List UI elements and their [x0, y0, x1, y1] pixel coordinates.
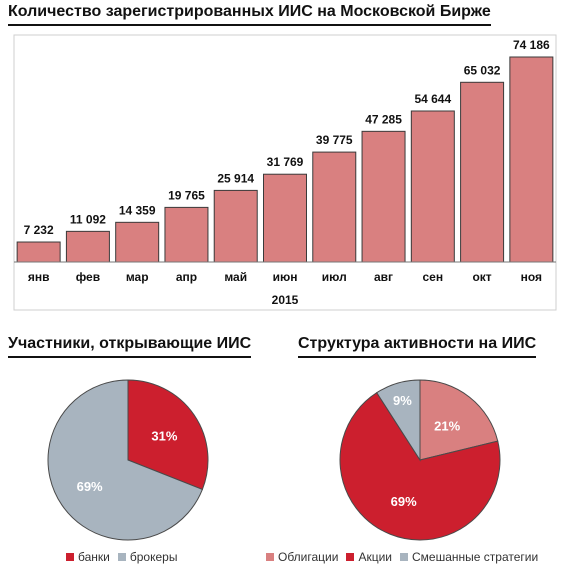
legend-swatch — [346, 553, 355, 561]
bar-value-label: 31 769 — [267, 155, 304, 169]
pie-activity-legend: Облигации Акции Смешанные стратегии — [266, 550, 546, 564]
bar-value-label: 11 092 — [70, 212, 106, 226]
pie-activity-slice — [419, 379, 499, 461]
pie-activity-legend-item: Облигации — [266, 550, 338, 564]
bar-value-label: 19 765 — [168, 188, 205, 202]
x-tick-label: июл — [322, 270, 347, 284]
bar-сен — [410, 110, 455, 263]
pie-participants-slice — [127, 379, 209, 491]
pie-participants-legend: банки брокеры — [66, 550, 185, 564]
pie-activity-slice-label: 69% — [391, 494, 417, 509]
legend-swatch — [117, 553, 126, 561]
legend-label: Облигации — [278, 550, 339, 564]
bar-value-label: 74 186 — [513, 38, 550, 52]
legend-label: Смешанные стратегии — [412, 550, 539, 564]
x-tick-label: фев — [76, 270, 100, 284]
pie-activity-slice-label: 21% — [434, 418, 460, 433]
bar-апр — [164, 206, 209, 263]
x-tick-label: июн — [273, 270, 298, 284]
x-tick-label: янв — [28, 270, 50, 284]
legend-swatch — [400, 553, 408, 561]
legend-label: брокеры — [129, 550, 178, 564]
legend-label: банки — [78, 550, 110, 564]
x-tick-label: ноя — [521, 270, 542, 284]
x-tick-label: мар — [126, 270, 149, 284]
bar-chart-title: Количество зарегистрированных ИИС на Мос… — [8, 3, 491, 26]
pie-activity-legend-item: Акции — [346, 550, 392, 564]
bar-авг — [361, 130, 406, 263]
bar-май — [213, 189, 258, 263]
legend-swatch — [266, 553, 274, 561]
bar-окт — [460, 81, 505, 263]
pie-activity-slice — [339, 392, 501, 541]
pie-participants-legend-item: банки — [66, 550, 110, 564]
x-tick-label: апр — [176, 270, 197, 284]
pie-participants-slice — [47, 379, 204, 541]
bar-value-label: 7 232 — [24, 223, 54, 237]
bar-value-label: 65 032 — [464, 63, 501, 77]
x-tick-label: сен — [423, 270, 444, 284]
legend-swatch — [66, 553, 74, 561]
pie-activity-slice — [376, 379, 421, 462]
x-axis-label: 2015 — [272, 293, 299, 307]
bar-мар — [115, 221, 160, 263]
bar-июл — [312, 151, 357, 263]
bar-июн — [263, 173, 307, 263]
pie-participants-slice-label: 31% — [151, 428, 177, 443]
pie-participants-slice-label: 69% — [77, 479, 103, 494]
bar-янв — [16, 241, 61, 263]
bar-value-label: 14 359 — [119, 203, 156, 217]
bar-value-label: 54 644 — [414, 92, 451, 106]
pie-activity-title: Структура активности на ИИС — [298, 335, 537, 358]
legend-label: Акции — [358, 550, 392, 564]
bar-value-label: 39 775 — [316, 133, 353, 147]
bar-value-label: 47 285 — [365, 112, 402, 126]
pie-participants-legend-item: брокеры — [117, 550, 178, 564]
bar-фев — [65, 230, 110, 263]
pie-activity-legend-item: Смешанные стратегии — [400, 550, 538, 564]
bar-ноя — [509, 56, 554, 263]
bar-value-label: 25 914 — [217, 171, 254, 185]
x-tick-label: окт — [472, 270, 491, 284]
x-tick-label: май — [224, 270, 247, 284]
x-tick-label: авг — [374, 270, 393, 284]
pie-activity-slice-label: 9% — [393, 393, 412, 408]
pie-participants-title: Участники, открывающие ИИС — [8, 335, 252, 358]
